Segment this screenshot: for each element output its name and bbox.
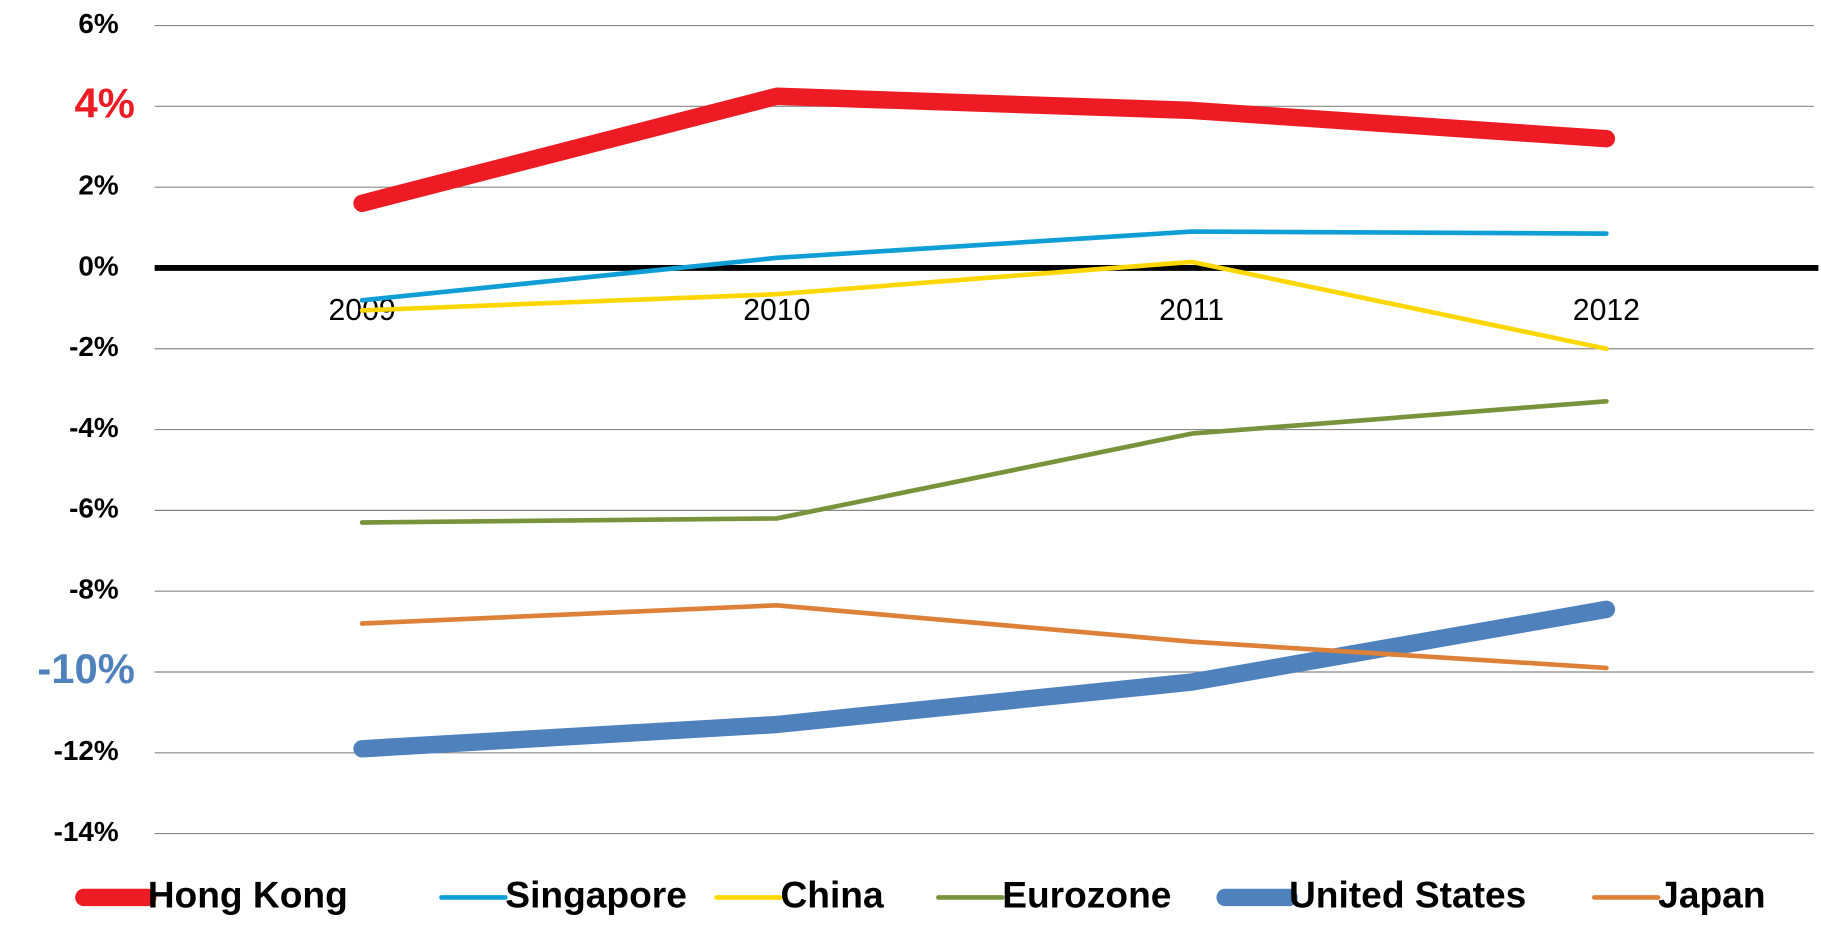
y-tick-label: -8% [69, 574, 119, 605]
legend-label: Eurozone [1002, 873, 1171, 915]
legend-label: China [780, 873, 884, 915]
y-tick-label: -2% [69, 331, 119, 362]
legend-label: Hong Kong [148, 873, 348, 915]
series-line [353, 87, 1616, 213]
x-tick-label: 2010 [743, 294, 810, 327]
y-tick-label: 2% [78, 170, 118, 201]
y-tick-label: 0% [78, 250, 118, 281]
series-line [359, 259, 1609, 352]
series-line [353, 600, 1616, 758]
y-tick-label: 4% [75, 79, 135, 126]
legend-label: Singapore [505, 873, 687, 915]
y-tick-label: 6% [78, 8, 118, 39]
y-tick-label: -12% [54, 735, 119, 766]
series-line [359, 398, 1609, 525]
y-tick-label: -4% [69, 412, 119, 443]
legend-label: United States [1289, 873, 1526, 915]
x-tick-label: 2012 [1573, 294, 1640, 327]
x-tick-label: 2011 [1159, 294, 1224, 327]
y-tick-label: -10% [37, 645, 135, 692]
series-line [359, 603, 1609, 671]
y-tick-label: -14% [54, 816, 119, 847]
y-tick-label: -6% [69, 493, 119, 524]
series-line [359, 229, 1609, 303]
legend-label: Japan [1658, 873, 1765, 915]
